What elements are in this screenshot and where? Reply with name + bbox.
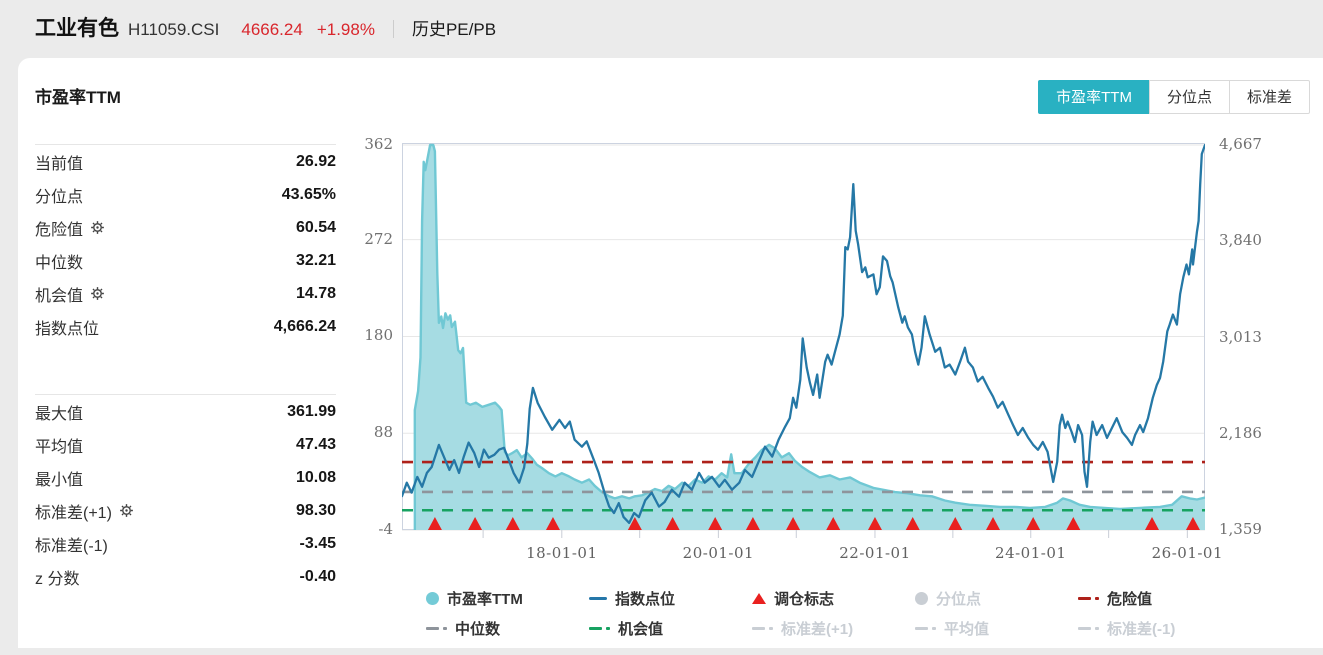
index-price: 4666.24 — [241, 20, 302, 40]
stat-row-std-minus1: 标准差(-1) -3.45 — [35, 527, 336, 560]
x-axis-tick-label: 18-01-01 — [517, 544, 607, 562]
stat-value: 26.92 — [296, 153, 336, 171]
stat-row-std-plus1: 标准差(+1) 98.30 — [35, 494, 336, 527]
circle-marker-icon — [426, 592, 439, 605]
tab-percentile[interactable]: 分位点 — [1149, 80, 1230, 114]
gear-icon[interactable] — [119, 503, 134, 518]
header-divider — [393, 20, 394, 38]
stat-value: 60.54 — [296, 219, 336, 237]
stat-row-current: 当前值 26.92 — [35, 145, 336, 178]
stat-label: 标准差(-1) — [35, 532, 108, 556]
y-axis-tick-label: 3,013 — [1219, 328, 1279, 346]
y-axis-tick-label: 180 — [345, 326, 393, 344]
stat-row-max: 最大值 361.99 — [35, 395, 336, 428]
circle-marker-icon — [915, 592, 928, 605]
stat-label: z 分数 — [35, 565, 79, 589]
stat-label: 最大值 — [35, 400, 83, 424]
stat-value: 47.43 — [296, 436, 336, 454]
y-axis-tick-label: 1,359 — [1219, 520, 1279, 538]
x-axis-tick-label: 22-01-01 — [830, 544, 920, 562]
index-change: +1.98% — [317, 20, 375, 40]
legend-mean[interactable]: 平均值 — [879, 613, 1042, 643]
dashdot-marker-icon — [589, 627, 610, 630]
chart-legend: 市盈率TTM 指数点位 调仓标志 分位点 危险值 — [390, 583, 1205, 643]
stat-label: 指数点位 — [35, 315, 99, 339]
stat-row-index-level: 指数点位 4,666.24 — [35, 310, 336, 343]
stat-value: -3.45 — [300, 535, 336, 553]
dashdot-marker-icon — [752, 627, 773, 630]
dashdot-marker-icon — [1078, 627, 1099, 630]
legend-chance[interactable]: 机会值 — [553, 613, 716, 643]
stat-value: 361.99 — [287, 403, 336, 421]
stat-label: 标准差(+1) — [35, 499, 134, 523]
main-card: 市盈率TTM 市盈率TTM 分位点 标准差 当前值 26.92 分位点 43.6… — [18, 58, 1323, 648]
stats-panel: 当前值 26.92 分位点 43.65% 危险值 60.54 中位数 32.21… — [35, 144, 336, 593]
y-axis-tick-label: 3,840 — [1219, 231, 1279, 249]
stat-label: 中位数 — [35, 249, 83, 273]
stat-row-median: 中位数 32.21 — [35, 244, 336, 277]
legend-median[interactable]: 中位数 — [390, 613, 553, 643]
tab-stddev[interactable]: 标准差 — [1229, 80, 1310, 114]
x-axis-tick-label: 20-01-01 — [673, 544, 763, 562]
stat-value: -0.40 — [300, 568, 336, 586]
stat-label: 平均值 — [35, 433, 83, 457]
stat-row-min: 最小值 10.08 — [35, 461, 336, 494]
stat-row-chance: 机会值 14.78 — [35, 277, 336, 310]
dashdot-marker-icon — [1078, 597, 1099, 600]
x-axis-tick-label: 26-01-01 — [1142, 544, 1232, 562]
y-axis-tick-label: 272 — [345, 230, 393, 248]
stat-label: 当前值 — [35, 150, 83, 174]
stat-label: 机会值 — [35, 282, 105, 306]
stat-value: 14.78 — [296, 285, 336, 303]
index-code: H11059.CSI — [128, 20, 219, 40]
y-axis-tick-label: 2,186 — [1219, 424, 1279, 442]
dashdot-marker-icon — [915, 627, 936, 630]
stat-value: 98.30 — [296, 502, 336, 520]
pe-chart-svg[interactable] — [402, 143, 1205, 545]
panel-title: 市盈率TTM — [35, 83, 121, 108]
stat-label: 危险值 — [35, 216, 105, 240]
legend-percentile[interactable]: 分位点 — [879, 583, 1042, 613]
stat-value: 32.21 — [296, 252, 336, 270]
breadcrumb-section: 历史PE/PB — [412, 15, 496, 40]
metric-tabs: 市盈率TTM 分位点 标准差 — [1038, 80, 1310, 114]
legend-danger[interactable]: 危险值 — [1042, 583, 1205, 613]
stat-row-mean: 平均值 47.43 — [35, 428, 336, 461]
x-axis-tick-label: 24-01-01 — [986, 544, 1076, 562]
stat-label: 分位点 — [35, 183, 83, 207]
gear-icon[interactable] — [90, 220, 105, 235]
legend-index-level[interactable]: 指数点位 — [553, 583, 716, 613]
y-axis-tick-label: 362 — [345, 135, 393, 153]
stat-label: 最小值 — [35, 466, 83, 490]
stat-value: 43.65% — [282, 186, 336, 204]
y-axis-tick-label: 88 — [345, 423, 393, 441]
legend-pe-ttm[interactable]: 市盈率TTM — [390, 583, 553, 613]
y-axis-tick-label: -4 — [345, 520, 393, 538]
page-header: 工业有色 H11059.CSI 4666.24 +1.98% 历史PE/PB — [35, 12, 496, 46]
gear-icon[interactable] — [90, 286, 105, 301]
y-axis-tick-label: 4,667 — [1219, 135, 1279, 153]
dashdot-marker-icon — [426, 627, 447, 630]
stat-value: 4,666.24 — [274, 318, 336, 336]
index-name: 工业有色 — [35, 12, 119, 42]
triangle-marker-icon — [752, 593, 766, 604]
legend-rebalance-mark[interactable]: 调仓标志 — [716, 583, 879, 613]
tab-pe-ttm[interactable]: 市盈率TTM — [1038, 80, 1150, 114]
divider — [35, 394, 336, 395]
stat-row-percentile: 分位点 43.65% — [35, 178, 336, 211]
line-marker-icon — [589, 597, 607, 600]
legend-std-minus1[interactable]: 标准差(-1) — [1042, 613, 1205, 643]
stat-row-danger: 危险值 60.54 — [35, 211, 336, 244]
stat-value: 10.08 — [296, 469, 336, 487]
stat-row-zscore: z 分数 -0.40 — [35, 560, 336, 593]
legend-std-plus1[interactable]: 标准差(+1) — [716, 613, 879, 643]
